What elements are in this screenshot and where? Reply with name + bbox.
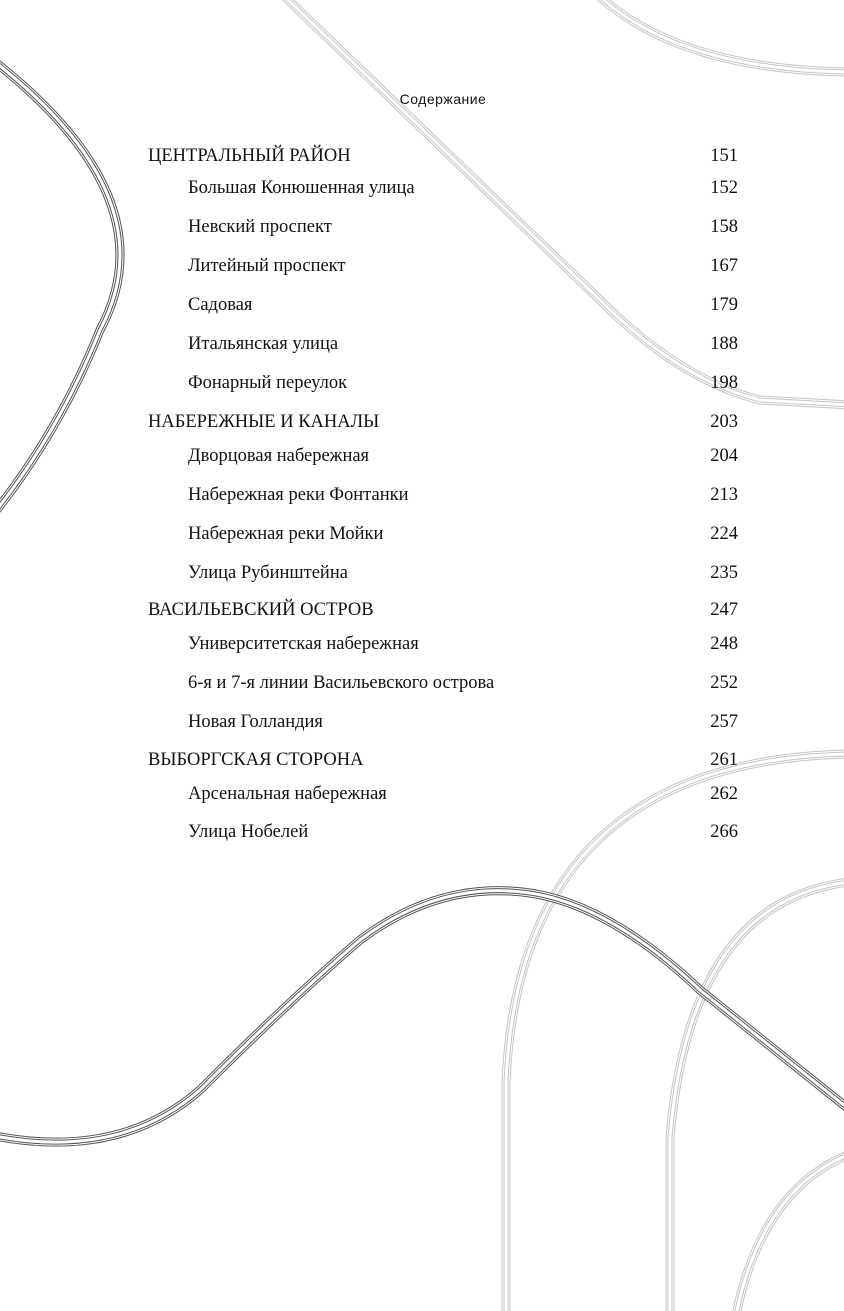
top-right-arc-line-stroke: [596, 0, 844, 77]
arch-line-3-stroke: [732, 1151, 844, 1311]
toc-entry[interactable]: Фонарный переулок 198: [188, 371, 738, 395]
dot-leader: [356, 144, 705, 168]
toc-page-number: 152: [710, 178, 738, 198]
toc-page-number: 247: [710, 600, 738, 620]
toc-entry-title: Фонарный переулок: [188, 373, 348, 393]
toc-page-number: 203: [710, 412, 738, 432]
toc-entry[interactable]: Новая Голландия 257: [188, 710, 738, 734]
toc-page-number: 167: [710, 256, 738, 276]
toc-section-entry[interactable]: ВЫБОРГСКАЯ СТОРОНА 261: [148, 748, 738, 772]
toc-page-number: 262: [710, 784, 738, 804]
dot-leader: [353, 371, 705, 395]
toc-entry[interactable]: Университетская набережная 248: [188, 632, 738, 656]
toc-entry-title: Большая Конюшенная улица: [188, 178, 415, 198]
toc-entry[interactable]: Большая Конюшенная улица 152: [188, 176, 738, 200]
arch-line-1-stroke: [504, 752, 844, 1311]
dot-leader: [420, 176, 705, 200]
toc-entry-title: Новая Голландия: [188, 712, 323, 732]
dot-leader: [385, 410, 705, 434]
dot-leader: [500, 671, 705, 695]
toc-page-number: 188: [710, 334, 738, 354]
dot-leader: [424, 632, 705, 656]
toc-entry[interactable]: Невский проспект 158: [188, 215, 738, 239]
left-arc-line-stroke: [0, 62, 123, 510]
dot-leader: [414, 483, 705, 507]
toc-page-number: 224: [710, 524, 738, 544]
toc-page-number: 252: [710, 673, 738, 693]
page-title: Содержание: [399, 91, 487, 107]
toc-entry[interactable]: Набережная реки Фонтанки 213: [188, 483, 738, 507]
arch-line-3-stroke: [733, 1152, 844, 1311]
toc-entry-title: Улица Рубинштейна: [188, 563, 348, 583]
toc-entry[interactable]: Улица Нобелей 266: [188, 820, 738, 844]
toc-entry-title: ВЫБОРГСКАЯ СТОРОНА: [148, 750, 364, 770]
toc-entry-title: Набережная реки Мойки: [188, 524, 384, 544]
toc-entry[interactable]: Дворцовая набережная 204: [188, 444, 738, 468]
arch-line-2-stroke: [668, 881, 844, 1311]
toc-page-number: 158: [710, 217, 738, 237]
toc-entry[interactable]: Литейный проспект 167: [188, 254, 738, 278]
toc-section-entry[interactable]: НАБЕРЕЖНЫЕ И КАНАЛЫ 203: [148, 410, 738, 434]
toc-page-number: 248: [710, 634, 738, 654]
toc-page-number: 179: [710, 295, 738, 315]
arch-line-3-stroke: [734, 1153, 844, 1311]
dot-leader: [258, 293, 705, 317]
toc-page-number: 235: [710, 563, 738, 583]
toc-entry[interactable]: Садовая 179: [188, 293, 738, 317]
dot-leader: [344, 332, 705, 356]
toc-page-number: 198: [710, 373, 738, 393]
toc-entry[interactable]: Улица Рубинштейна 235: [188, 561, 738, 585]
toc-entry-title: 6-я и 7-я линии Васильевского острова: [188, 673, 495, 693]
dot-leader: [328, 710, 705, 734]
toc-entry-title: ВАСИЛЬЕВСКИЙ ОСТРОВ: [148, 600, 374, 620]
toc-entry-title: ЦЕНТРАЛЬНЫЙ РАЙОН: [148, 146, 351, 166]
left-arc-line-stroke: [0, 60, 125, 513]
wave-line-stroke: [0, 888, 844, 1145]
wave-line-stroke: [0, 887, 844, 1146]
toc-entry-title: Литейный проспект: [188, 256, 346, 276]
toc-page-number: 257: [710, 712, 738, 732]
dot-leader: [337, 215, 705, 239]
toc-entry-title: Итальянская улица: [188, 334, 339, 354]
dot-leader: [353, 561, 705, 585]
toc-page-number: 266: [710, 822, 738, 842]
toc-entry-title: Набережная реки Фонтанки: [188, 485, 409, 505]
toc-entry-title: НАБЕРЕЖНЫЕ И КАНАЛЫ: [148, 412, 380, 432]
toc-entry[interactable]: Арсенальная набережная 262: [188, 782, 738, 806]
wave-line-stroke: [0, 886, 844, 1147]
toc-page-number: 204: [710, 446, 738, 466]
toc-entry-title: Арсенальная набережная: [188, 784, 387, 804]
toc-entry[interactable]: Набережная реки Мойки 224: [188, 522, 738, 546]
dot-leader: [375, 444, 705, 468]
toc-page-number: 213: [710, 485, 738, 505]
arch-line-3-stroke: [735, 1155, 844, 1311]
dot-leader: [389, 522, 705, 546]
toc-section-entry[interactable]: ВАСИЛЬЕВСКИЙ ОСТРОВ 247: [148, 598, 738, 622]
top-right-arc-line-stroke: [601, 0, 844, 74]
wave-line-stroke: [0, 889, 844, 1144]
toc-entry-title: Невский проспект: [188, 217, 332, 237]
dot-leader: [314, 820, 705, 844]
toc-entry-title: Дворцовая набережная: [188, 446, 370, 466]
toc-entry-title: Улица Нобелей: [188, 822, 309, 842]
toc-entry[interactable]: Итальянская улица 188: [188, 332, 738, 356]
toc-entry[interactable]: 6-я и 7-я линии Васильевского острова 252: [188, 671, 738, 695]
left-arc-line-stroke: [0, 64, 122, 509]
dot-leader: [351, 254, 705, 278]
dot-leader: [379, 598, 705, 622]
dot-leader: [369, 748, 705, 772]
toc-entry-title: Садовая: [188, 295, 253, 315]
toc-page-number: 151: [710, 146, 738, 166]
dot-leader: [392, 782, 705, 806]
toc-section-entry[interactable]: ЦЕНТРАЛЬНЫЙ РАЙОН 151: [148, 144, 738, 168]
toc-page-number: 261: [710, 750, 738, 770]
left-arc-line-stroke: [0, 61, 124, 512]
toc-entry-title: Университетская набережная: [188, 634, 419, 654]
